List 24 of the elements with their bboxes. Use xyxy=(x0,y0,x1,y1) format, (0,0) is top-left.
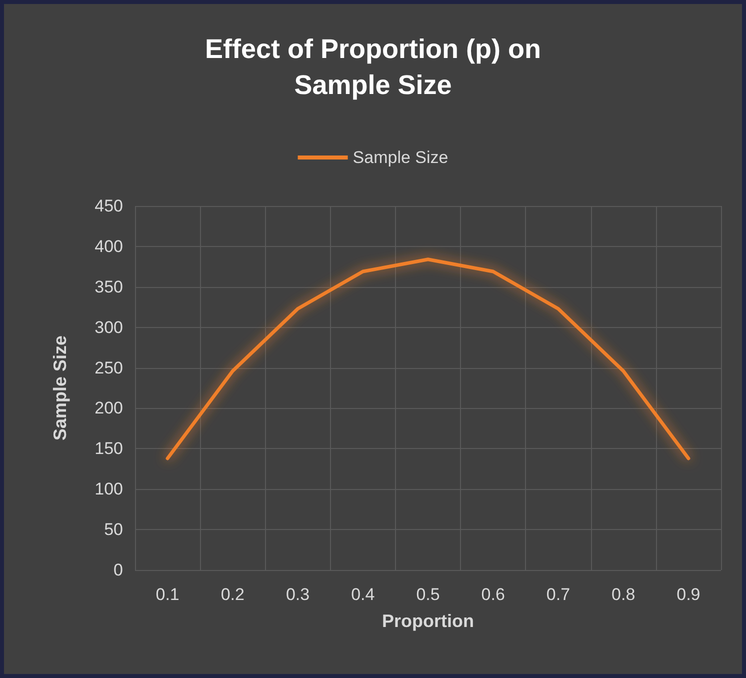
x-tick-label: 0.8 xyxy=(612,585,636,604)
y-tick-label: 100 xyxy=(94,480,123,499)
x-tick-label: 0.5 xyxy=(416,585,440,604)
y-tick-label: 350 xyxy=(94,277,123,296)
y-tick-label: 150 xyxy=(94,439,123,458)
y-tick-label: 50 xyxy=(104,520,123,540)
chart-title: Effect of Proportion (p) on Sample Size xyxy=(205,34,541,100)
x-tick-label: 0.2 xyxy=(220,585,244,604)
y-tick-label: 200 xyxy=(94,398,123,418)
legend-label: Sample Size xyxy=(352,148,448,167)
x-tick-label: 0.4 xyxy=(351,585,375,604)
x-tick-label: 0.9 xyxy=(676,585,700,604)
y-tick-label: 250 xyxy=(94,358,123,378)
y-tick-label: 0 xyxy=(114,560,123,580)
x-axis-title: Proportion xyxy=(382,611,474,631)
x-tick-label: 0.3 xyxy=(286,585,310,604)
y-tick-label: 400 xyxy=(94,236,123,256)
y-axis-title: Sample Size xyxy=(50,335,70,441)
x-tick-label: 0.7 xyxy=(546,585,570,604)
x-tick-label: 0.6 xyxy=(481,585,505,604)
y-tick-label: 300 xyxy=(94,318,123,337)
x-tick-label: 0.1 xyxy=(156,585,180,604)
line-series xyxy=(166,258,690,460)
y-tick-label: 450 xyxy=(94,196,123,216)
